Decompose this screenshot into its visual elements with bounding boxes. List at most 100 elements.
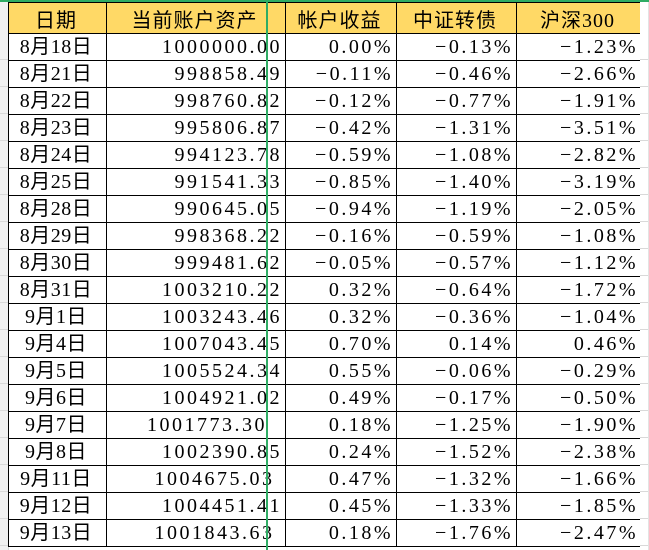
cell-account-return[interactable]: 0.24% [285,438,397,466]
cell-assets[interactable]: 1005524.34 [106,357,286,385]
cell-hs300[interactable]: −1.66% [516,465,642,493]
column-header-hs300[interactable]: 沪深300 [516,2,642,34]
cell-csi-convertible[interactable]: −1.25% [396,411,517,439]
cell-csi-convertible[interactable]: −0.77% [396,87,517,115]
cell-hs300[interactable]: −0.29% [516,357,642,385]
cell-assets[interactable]: 1004921.02 [106,384,286,412]
cell-assets[interactable]: 1003210.22 [106,276,286,304]
cell-hs300[interactable]: −2.66% [516,60,642,88]
cell-assets[interactable]: 1002390.85 [106,438,286,466]
cell-account-return[interactable]: −0.59% [285,141,397,169]
cell-hs300[interactable]: −1.85% [516,492,642,520]
cell-date[interactable]: 8月21日 [8,60,107,88]
cell-csi-convertible[interactable]: −0.13% [396,33,517,61]
cell-account-return[interactable]: 0.47% [285,465,397,493]
cell-date[interactable]: 8月24日 [8,141,107,169]
cell-account-return[interactable]: 0.49% [285,384,397,412]
cell-assets[interactable]: 990645.05 [106,195,286,223]
cell-csi-convertible[interactable]: −1.76% [396,519,517,547]
cell-account-return[interactable]: 0.32% [285,276,397,304]
cell-csi-convertible[interactable]: −1.52% [396,438,517,466]
cell-assets[interactable]: 995806.87 [106,114,286,142]
cell-hs300[interactable]: −1.72% [516,276,642,304]
cell-hs300[interactable]: −2.38% [516,438,642,466]
cell-hs300[interactable]: −3.19% [516,168,642,196]
cell-account-return[interactable]: −0.42% [285,114,397,142]
cell-date[interactable]: 8月31日 [8,276,107,304]
cell-csi-convertible[interactable]: 0.14% [396,330,517,358]
cell-csi-convertible[interactable]: −0.59% [396,222,517,250]
cell-csi-convertible[interactable]: −1.31% [396,114,517,142]
cell-csi-convertible[interactable]: −1.08% [396,141,517,169]
cell-date[interactable]: 9月6日 [8,384,107,412]
cell-date[interactable]: 9月7日 [8,411,107,439]
column-header-csi-convertible[interactable]: 中证转债 [396,2,517,34]
cell-assets[interactable]: 998760.82 [106,87,286,115]
cell-hs300[interactable]: −1.23% [516,33,642,61]
cell-csi-convertible[interactable]: −0.36% [396,303,517,331]
cell-date[interactable]: 9月5日 [8,357,107,385]
cell-csi-convertible[interactable]: −0.06% [396,357,517,385]
cell-date[interactable]: 9月11日 [8,465,107,493]
cell-account-return[interactable]: −0.12% [285,87,397,115]
cell-assets[interactable]: 1001843.63 [106,519,286,547]
cell-account-return[interactable]: −0.11% [285,60,397,88]
cell-csi-convertible[interactable]: −0.17% [396,384,517,412]
cell-assets[interactable]: 1001773.30 [106,411,286,439]
cell-account-return[interactable]: 0.45% [285,492,397,520]
cell-assets[interactable]: 1003243.46 [106,303,286,331]
column-header-date[interactable]: 日期 [8,2,107,34]
cell-date[interactable]: 8月30日 [8,249,107,277]
cell-hs300[interactable]: −2.05% [516,195,642,223]
cell-account-return[interactable]: 0.55% [285,357,397,385]
cell-hs300[interactable]: −1.12% [516,249,642,277]
cell-hs300[interactable]: −3.51% [516,114,642,142]
cell-date[interactable]: 8月23日 [8,114,107,142]
cell-csi-convertible[interactable]: −0.64% [396,276,517,304]
cell-date[interactable]: 8月18日 [8,33,107,61]
cell-assets[interactable]: 1007043.45 [106,330,286,358]
cell-date[interactable]: 9月1日 [8,303,107,331]
cell-account-return[interactable]: 0.18% [285,519,397,547]
cell-assets[interactable]: 998858.49 [106,60,286,88]
cell-account-return[interactable]: 0.32% [285,303,397,331]
cell-csi-convertible[interactable]: −0.57% [396,249,517,277]
cell-assets[interactable]: 999481.62 [106,249,286,277]
cell-account-return[interactable]: −0.94% [285,195,397,223]
cell-date[interactable]: 8月29日 [8,222,107,250]
cell-hs300[interactable]: −1.08% [516,222,642,250]
cell-account-return[interactable]: −0.16% [285,222,397,250]
cell-date[interactable]: 9月8日 [8,438,107,466]
cell-assets[interactable]: 994123.78 [106,141,286,169]
cell-date[interactable]: 9月4日 [8,330,107,358]
cell-csi-convertible[interactable]: −1.19% [396,195,517,223]
cell-hs300[interactable]: −1.04% [516,303,642,331]
cell-hs300[interactable]: −2.47% [516,519,642,547]
cell-date[interactable]: 9月12日 [8,492,107,520]
cell-assets[interactable]: 1004675.03 [106,465,286,493]
cell-hs300[interactable]: −0.50% [516,384,642,412]
cell-csi-convertible[interactable]: −1.40% [396,168,517,196]
cell-account-return[interactable]: −0.05% [285,249,397,277]
cell-assets[interactable]: 998368.22 [106,222,286,250]
column-header-assets[interactable]: 当前账户资产 [106,2,286,34]
cell-assets[interactable]: 1004451.41 [106,492,286,520]
cell-account-return[interactable]: 0.70% [285,330,397,358]
cell-date[interactable]: 8月25日 [8,168,107,196]
cell-csi-convertible[interactable]: −1.33% [396,492,517,520]
cell-date[interactable]: 8月28日 [8,195,107,223]
cell-assets[interactable]: 991541.33 [106,168,286,196]
cell-csi-convertible[interactable]: −1.32% [396,465,517,493]
cell-hs300[interactable]: 0.46% [516,330,642,358]
column-header-account-return[interactable]: 帐户收益 [285,2,397,34]
cell-hs300[interactable]: −1.90% [516,411,642,439]
cell-account-return[interactable]: 0.00% [285,33,397,61]
cell-date[interactable]: 8月22日 [8,87,107,115]
cell-date[interactable]: 9月13日 [8,519,107,547]
cell-assets[interactable]: 1000000.00 [106,33,286,61]
cell-csi-convertible[interactable]: −0.46% [396,60,517,88]
cell-account-return[interactable]: 0.18% [285,411,397,439]
cell-hs300[interactable]: −2.82% [516,141,642,169]
cell-hs300[interactable]: −1.91% [516,87,642,115]
cell-account-return[interactable]: −0.85% [285,168,397,196]
